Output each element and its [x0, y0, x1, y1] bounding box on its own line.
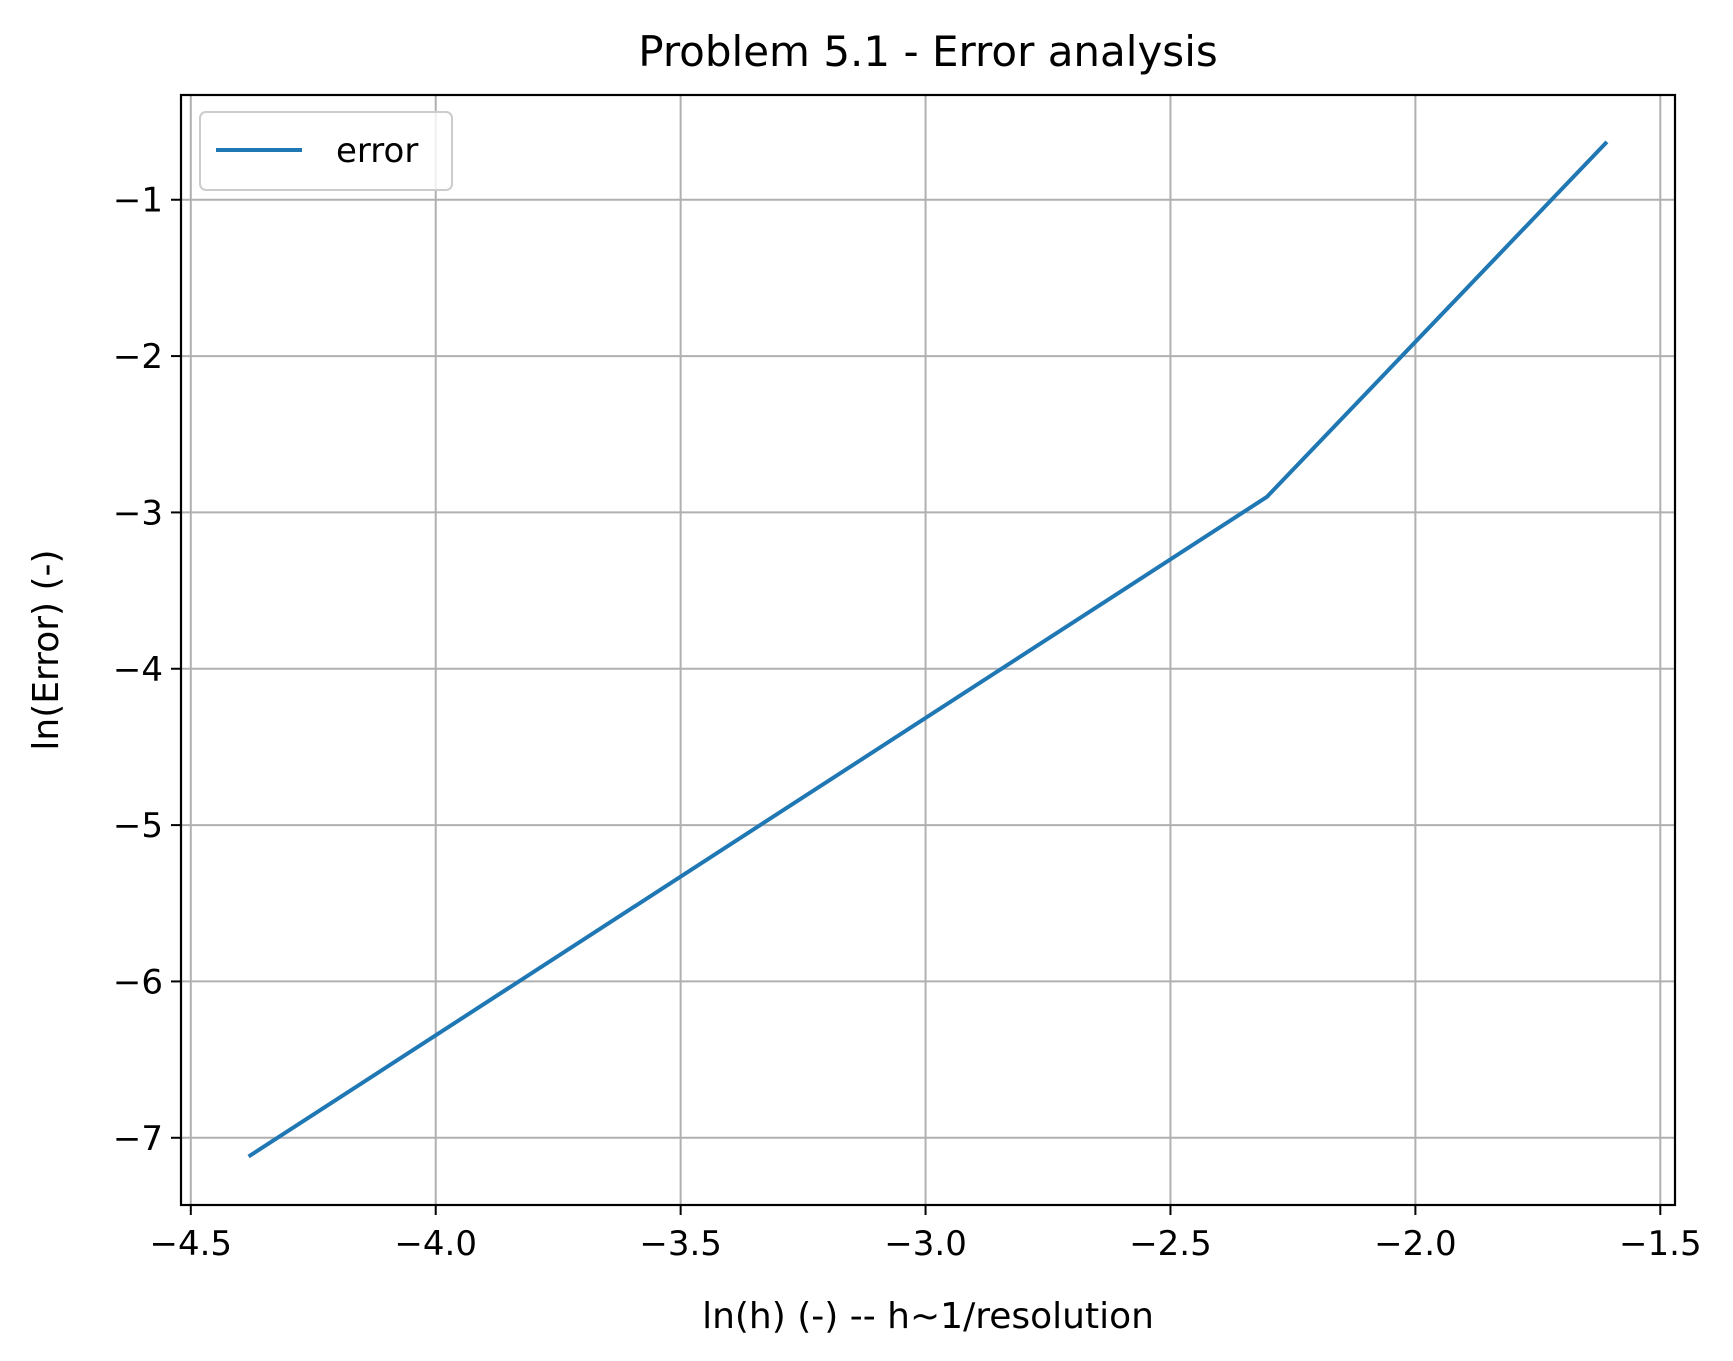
y-tick-label: −4: [113, 650, 163, 690]
legend-box: [199, 111, 453, 191]
y-tick-label: −6: [113, 962, 163, 1002]
axis-ticks: −4.5 −4.0 −3.5 −3.0 −2.5 −2.0 −1.5 −1 −2 −3 −4 −5 −6…: [113, 181, 1702, 1264]
y-tick-label: −7: [113, 1119, 163, 1159]
y-tick-label: −5: [113, 806, 163, 846]
legend-label-error: error: [336, 131, 418, 171]
series-layer: [247, 140, 1609, 1159]
y-tick-label: −1: [113, 181, 163, 221]
y-axis-title: ln(Error) (-): [26, 549, 67, 750]
legend: error: [199, 111, 453, 191]
x-tick-label: −2.0: [1374, 1224, 1457, 1264]
x-tick-label: −1.5: [1619, 1224, 1702, 1264]
y-tick-label: −3: [113, 493, 163, 533]
plot-frame: [179, 93, 1677, 1207]
x-tick-label: −3.5: [639, 1224, 722, 1264]
y-tick-label: −2: [113, 337, 163, 377]
x-tick-label: −4.5: [150, 1224, 233, 1264]
x-tick-label: −2.5: [1129, 1224, 1212, 1264]
series-line-error: [247, 140, 1609, 1159]
x-tick-label: −4.0: [394, 1224, 477, 1264]
x-axis-title: ln(h) (-) -- h~1/resolution: [702, 1296, 1154, 1337]
grid-lines: [181, 95, 1675, 1205]
chart-title: Problem 5.1 - Error analysis: [638, 27, 1218, 76]
x-tick-label: −3.0: [884, 1224, 967, 1264]
